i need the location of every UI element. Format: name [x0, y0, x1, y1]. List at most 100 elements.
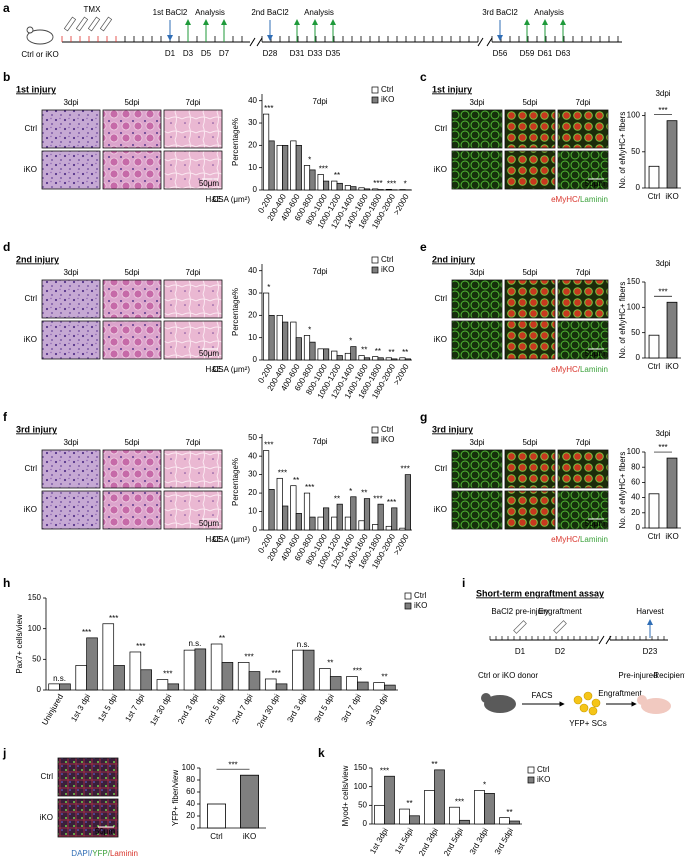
bar: [336, 503, 343, 531]
x-tick-label: 1st 7 dpi: [123, 692, 146, 723]
micrograph: [451, 490, 503, 530]
y-tick-label: 100: [627, 302, 641, 311]
x-tick-label: 1st 30 dpi: [148, 692, 173, 727]
bar: [240, 774, 259, 829]
bar: [399, 808, 410, 825]
y-tick-label: 0: [363, 819, 368, 828]
column-header: 7dpi: [185, 438, 200, 447]
stain-legend: H&E: [206, 535, 222, 544]
bar: [237, 662, 250, 691]
y-tick-label: 60: [186, 787, 195, 796]
y-tick-label: 30: [248, 118, 257, 127]
row-label: iKO: [434, 165, 447, 174]
bar: [194, 648, 207, 691]
bar: [384, 775, 395, 825]
x-tick-label: Ctrl: [648, 362, 661, 371]
axis-break: [477, 37, 493, 47]
x-tick-label: 2nd 3dpi: [417, 826, 440, 857]
y-tick-label: 10: [248, 507, 257, 516]
micrograph: [451, 320, 503, 360]
significance: ***: [387, 498, 396, 507]
y-tick-label: 80: [631, 462, 640, 471]
bar: [499, 817, 510, 825]
y-tick-label: 30: [248, 288, 257, 297]
x-tick-label: 3rd 5dpi: [493, 826, 515, 856]
y-tick-label: 50: [631, 147, 640, 156]
scale-bar-label: 50μm: [585, 349, 606, 358]
bar: [140, 669, 152, 691]
bar: [648, 334, 660, 359]
row-label: iKO: [434, 505, 447, 514]
significance: ***: [136, 642, 145, 651]
column-header: 3dpi: [63, 438, 78, 447]
legend-label: iKO: [381, 265, 394, 274]
injury-label: 3rd BaCl2: [482, 8, 518, 17]
bar: [309, 169, 316, 191]
bar: [303, 492, 311, 531]
bar: [290, 485, 297, 531]
micrograph: [102, 449, 162, 489]
significance: n.s.: [297, 640, 310, 649]
chart-title: 7dpi: [312, 267, 327, 276]
bar: [331, 350, 338, 361]
bar: [295, 337, 302, 361]
significance: n.s.: [53, 674, 66, 683]
scale-bar-label: 50μm: [95, 827, 116, 836]
significance: ***: [163, 670, 172, 679]
row-label: Ctrl: [435, 124, 448, 133]
y-tick-label: 150: [627, 277, 641, 286]
bar: [344, 185, 351, 191]
bar: [282, 144, 289, 191]
y-tick-label: 100: [182, 763, 196, 772]
micrograph: [451, 449, 503, 489]
x-tick-label: iKO: [665, 532, 678, 541]
y-tick-label: 100: [627, 111, 641, 120]
bar: [248, 671, 261, 691]
significance: ***: [401, 465, 410, 474]
bar: [323, 348, 330, 361]
panel-title: 2nd injury: [16, 254, 59, 264]
bar: [323, 180, 330, 191]
legend-swatch: [371, 426, 379, 434]
legend-swatch: [371, 266, 379, 274]
micrograph: [102, 150, 162, 190]
micrograph: [451, 150, 503, 190]
x-axis-label: CSA (μm²): [213, 365, 251, 374]
legend-label: iKO: [414, 601, 427, 610]
stain-legend: eMyHC/Laminin: [551, 195, 608, 204]
significance: ***: [82, 628, 91, 637]
row-label: Ctrl: [435, 294, 448, 303]
significance: **: [361, 346, 367, 355]
x-tick-label: iKO: [665, 362, 678, 371]
micrograph: [41, 109, 101, 149]
analysis-label: Analysis: [304, 8, 334, 17]
significance: ***: [278, 468, 287, 477]
micrograph: [41, 279, 101, 319]
y-axis-label: No. of eMyHC+ fibers: [618, 282, 627, 359]
significance: **: [361, 489, 367, 498]
bar: [344, 352, 351, 361]
x-tick-label: 1st 3dpi: [368, 826, 390, 855]
bar: [268, 140, 275, 191]
micrograph: [451, 109, 503, 149]
bar: [309, 341, 316, 361]
y-tick-label: 50: [631, 328, 640, 337]
tmx-label: TMX: [84, 5, 102, 14]
bar: [317, 516, 324, 531]
bar: [391, 358, 398, 361]
injury-label: 2nd BaCl2: [251, 8, 289, 17]
day-label: D59: [520, 49, 535, 58]
legend-label: Ctrl: [381, 425, 394, 434]
bar: [434, 769, 445, 825]
legend-swatch: [371, 256, 379, 264]
stain-label: eMyHC/: [551, 195, 581, 204]
y-tick-label: 0: [253, 355, 258, 364]
bar: [331, 180, 338, 191]
row-label: Ctrl: [25, 124, 38, 133]
stain-legend: eMyHC/Laminin: [551, 365, 608, 374]
significance: ***: [109, 614, 118, 623]
cell-icon: [583, 691, 593, 701]
bar: [666, 457, 678, 529]
bar: [276, 144, 283, 191]
y-axis-label: Pax7+ cells/view: [15, 614, 24, 674]
